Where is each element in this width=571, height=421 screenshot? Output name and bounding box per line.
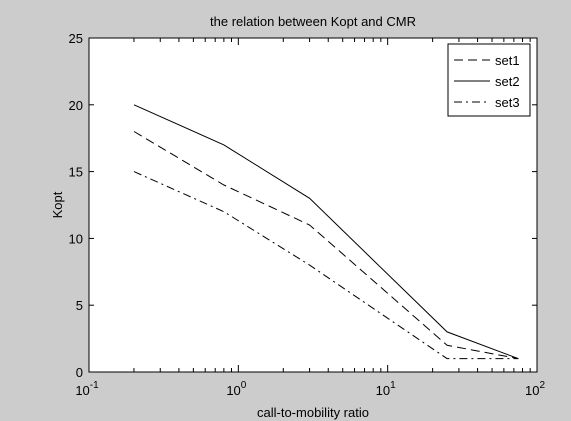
- x-tick-label: 100: [226, 380, 246, 398]
- y-tick-label: 10: [69, 231, 83, 246]
- x-tick-label: 101: [376, 380, 396, 398]
- y-tick-label: 15: [69, 165, 83, 180]
- legend-label-set1: set1: [495, 53, 520, 68]
- legend-label-set3: set3: [495, 95, 520, 110]
- x-tick-label: 10-1: [75, 380, 99, 398]
- axis-ticks: 0 5 10 15 20 25 10-1 100 101 102: [69, 31, 546, 398]
- legend: set1 set2 set3: [447, 43, 531, 117]
- x-axis-title: call-to-mobility ratio: [257, 405, 369, 420]
- y-tick-label: 20: [69, 98, 83, 113]
- series-line-set3: [133, 171, 519, 360]
- x-tick-label: 102: [525, 380, 545, 398]
- series-line-set2: [133, 104, 519, 360]
- legend-label-set2: set2: [495, 74, 520, 89]
- series-lines: [133, 104, 519, 360]
- y-axis-title: Kopt: [50, 191, 65, 218]
- y-tick-label: 25: [69, 31, 83, 46]
- y-tick-label: 0: [76, 365, 83, 380]
- y-tick-label: 5: [76, 298, 83, 313]
- chart-title: the relation between Kopt and CMR: [210, 14, 416, 29]
- axes-frame: [88, 37, 538, 373]
- series-line-set1: [133, 131, 519, 360]
- legend-box: [447, 43, 531, 117]
